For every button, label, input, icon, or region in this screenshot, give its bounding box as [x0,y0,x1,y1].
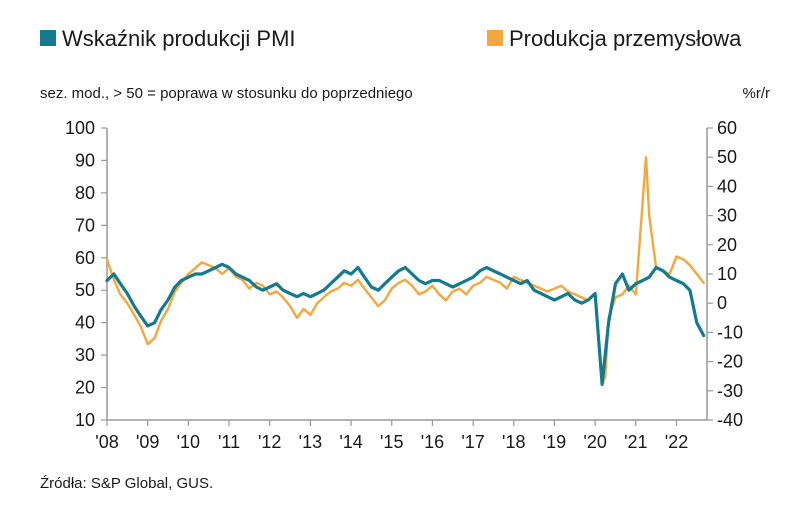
legend-swatch-production [487,30,503,46]
right-axis-note: %r/r [743,85,771,102]
right-axis-tick-label: -10 [717,322,743,342]
right-axis-tick-label: 20 [717,235,737,255]
right-axis-tick-label: 30 [717,206,737,226]
x-axis-tick-label: '17 [461,432,484,452]
left-axis-tick-label: 30 [75,345,95,365]
left-axis-tick-label: 90 [75,150,95,170]
x-axis-tick-label: '08 [95,432,118,452]
right-axis-tick-label: 40 [717,176,737,196]
right-axis-tick-label: 60 [717,118,737,138]
left-axis-tick-label: 20 [75,378,95,398]
left-axis-tick-label: 60 [75,248,95,268]
x-axis-tick-label: '22 [665,432,688,452]
left-axis-tick-label: 50 [75,280,95,300]
legend-swatch-pmi [40,30,56,46]
x-axis-tick-label: '14 [339,432,362,452]
x-axis-tick-label: '18 [502,432,525,452]
x-axis-tick-label: '13 [299,432,322,452]
x-axis-tick-label: '09 [136,432,159,452]
right-axis-tick-label: 10 [717,264,737,284]
x-axis-tick-label: '20 [583,432,606,452]
x-axis-tick-label: '15 [380,432,403,452]
left-axis-tick-label: 80 [75,183,95,203]
x-axis-tick-label: '12 [258,432,281,452]
left-axis-tick-label: 70 [75,215,95,235]
x-axis-tick-label: '16 [421,432,444,452]
left-axis-note: sez. mod., > 50 = poprawa w stosunku do … [40,85,413,102]
legend-label-pmi: Wskaźnik produkcji PMI [62,26,296,51]
left-axis-tick-label: 40 [75,313,95,333]
x-axis-tick-label: '11 [218,432,240,452]
x-axis-tick-label: '10 [177,432,200,452]
series-line-pmi [105,262,706,386]
right-axis-tick-label: 0 [717,293,727,313]
x-axis-tick-label: '21 [624,432,647,452]
x-axis-tick-label: '19 [543,432,566,452]
right-axis-tick-label: -20 [717,352,743,372]
right-axis-tick-label: -40 [717,410,743,430]
right-axis-tick-label: 50 [717,147,737,167]
legend-label-production: Produkcja przemysłowa [509,26,742,51]
source-note: Źródła: S&P Global, GUS. [40,475,213,492]
series-line-production [105,155,705,387]
left-axis-tick-label: 100 [65,118,95,138]
right-axis-tick-label: -30 [717,381,743,401]
left-axis-tick-label: 10 [75,410,95,430]
